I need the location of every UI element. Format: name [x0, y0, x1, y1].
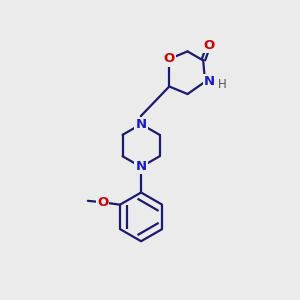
Text: O: O [203, 39, 214, 52]
Text: N: N [136, 160, 147, 173]
Text: O: O [164, 52, 175, 65]
Text: N: N [204, 75, 215, 88]
Text: H: H [218, 78, 226, 91]
Text: N: N [136, 118, 147, 130]
Text: O: O [97, 196, 108, 209]
